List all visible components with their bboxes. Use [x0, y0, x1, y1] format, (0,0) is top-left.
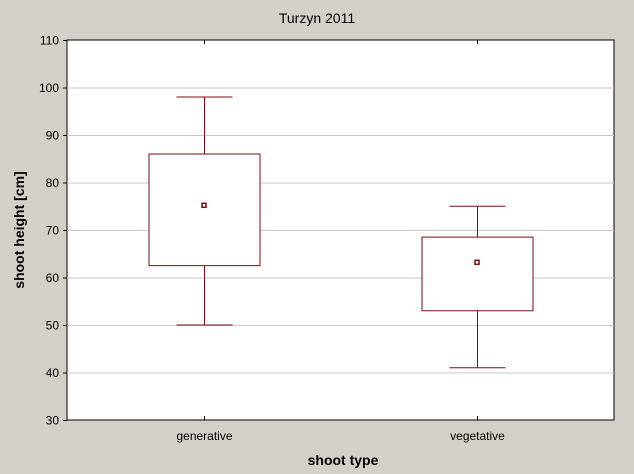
center-marker — [201, 202, 207, 209]
box-generative — [148, 153, 261, 267]
y-tick-label: 40 — [46, 366, 60, 380]
box-vegetative — [421, 236, 534, 312]
y-tick-label: 100 — [39, 81, 59, 95]
y-axis-label: shoot height [cm] — [11, 171, 27, 288]
y-tick-label: 90 — [46, 129, 60, 143]
center-marker — [474, 259, 480, 266]
y-tick-label: 70 — [46, 224, 60, 238]
x-axis-ticks: generative vegetative — [176, 40, 505, 443]
boxes — [148, 96, 534, 369]
chart-title: Turzyn 2011 — [279, 10, 355, 26]
y-axis-ticks: 30 40 50 60 70 80 90 100 110 — [39, 34, 67, 428]
y-tick-label: 110 — [40, 34, 59, 48]
x-tick-label: generative — [176, 429, 232, 443]
y-tick-label: 30 — [46, 414, 60, 428]
x-axis-label: shoot type — [308, 452, 379, 468]
x-tick-label: vegetative — [450, 429, 505, 443]
y-tick-label: 80 — [46, 176, 60, 190]
y-tick-label: 50 — [46, 319, 60, 333]
y-tick-label: 60 — [46, 271, 60, 285]
